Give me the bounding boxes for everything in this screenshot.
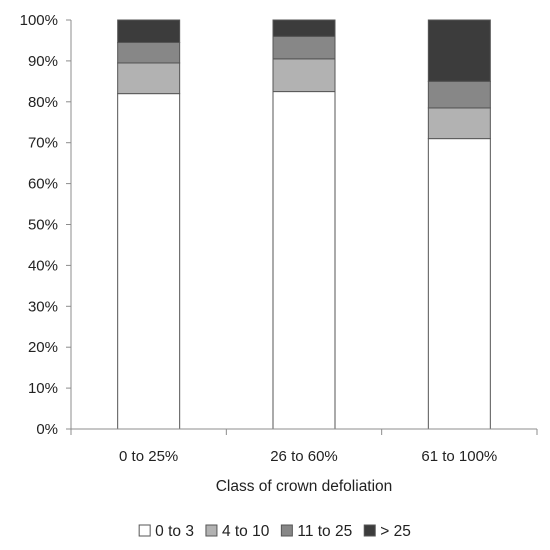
- bar-segment: [272, 19, 336, 37]
- legend-swatch: [363, 524, 376, 537]
- y-tick-label: 0%: [36, 421, 58, 438]
- y-tick-label: 20%: [28, 339, 58, 356]
- x-tick-label: 61 to 100%: [421, 448, 497, 465]
- legend-swatch: [138, 524, 151, 537]
- x-axis-title: Class of crown defoliation: [216, 478, 393, 495]
- bar-segment: [117, 41, 181, 64]
- bar-segment: [117, 93, 181, 430]
- legend-label: > 25: [380, 523, 411, 540]
- y-tick-label: 30%: [28, 298, 58, 315]
- bar-segment: [117, 62, 181, 95]
- bar-segment: [427, 19, 491, 82]
- axes: [70, 20, 538, 435]
- y-tick-label: 80%: [28, 94, 58, 111]
- legend-label: 11 to 25: [297, 523, 352, 540]
- bar-segment: [427, 107, 491, 140]
- x-tick-label: 26 to 60%: [270, 448, 338, 465]
- bar-segment: [272, 58, 336, 93]
- legend: 0 to 3 4 to 10 11 to 25 > 25: [138, 523, 411, 540]
- y-tick-label: 10%: [28, 380, 58, 397]
- x-axis-tick-labels: 0 to 25% 26 to 60% 61 to 100%: [119, 448, 497, 465]
- y-tick-label: 50%: [28, 217, 58, 234]
- legend-swatch: [205, 524, 218, 537]
- bar-segment: [427, 138, 491, 430]
- y-tick-label: 100%: [20, 12, 58, 29]
- bar-segment: [272, 35, 336, 60]
- y-axis-ticks: 0% 10% 20% 30% 40% 50% 60% 70% 80% 90% 100%: [20, 12, 71, 438]
- bar-segment: [272, 91, 336, 430]
- legend-label: 0 to 3: [155, 523, 194, 540]
- y-tick-label: 90%: [28, 53, 58, 70]
- bar-segment: [117, 19, 181, 43]
- y-tick-label: 40%: [28, 257, 58, 274]
- legend-item: 4 to 10: [205, 523, 270, 540]
- legend-label: 4 to 10: [222, 523, 270, 540]
- legend-item: 0 to 3: [138, 523, 194, 540]
- bar-segment: [427, 80, 491, 109]
- legend-swatch: [280, 524, 293, 537]
- legend-item: > 25: [363, 523, 411, 540]
- bar-stacks: [117, 19, 491, 430]
- y-tick-label: 70%: [28, 135, 58, 152]
- x-tick-label: 0 to 25%: [119, 448, 178, 465]
- y-tick-label: 60%: [28, 176, 58, 193]
- legend-item: 11 to 25: [280, 523, 352, 540]
